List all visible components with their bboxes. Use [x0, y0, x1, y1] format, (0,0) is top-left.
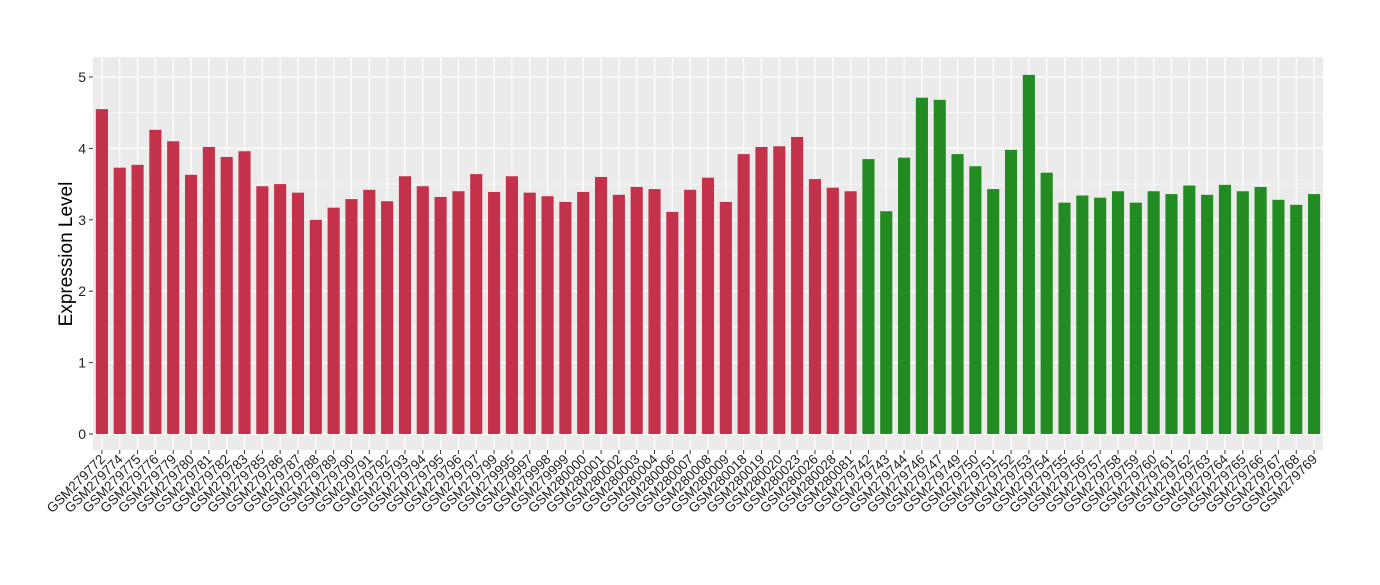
bar-GSM279793 — [398, 176, 412, 434]
y-axis-label: Expression Level — [56, 182, 77, 327]
bar-GSM279776 — [149, 129, 162, 434]
y-tick-label: 2 — [78, 283, 86, 299]
bar-GSM279762 — [1183, 185, 1196, 434]
bar-GSM279758 — [1111, 191, 1125, 434]
bar-GSM279763 — [1201, 194, 1214, 434]
bar-GSM280007 — [684, 189, 697, 434]
bar-GSM279796 — [452, 191, 465, 434]
bar-GSM279767 — [1272, 199, 1285, 434]
bar-GSM279785 — [256, 186, 269, 434]
bar-GSM279790 — [345, 199, 358, 434]
y-axis: 0 1 2 3 4 5 — [78, 69, 93, 442]
bar-GSM279752 — [1004, 149, 1018, 434]
bar-GSM280002 — [612, 194, 625, 434]
bar-GSM279789 — [327, 207, 340, 434]
bar-GSM280028 — [826, 187, 839, 434]
bar-GSM279791 — [363, 189, 376, 434]
bar-GSM279765 — [1236, 191, 1249, 434]
bar-GSM279997 — [523, 192, 536, 434]
bar-GSM279768 — [1290, 204, 1303, 434]
bar-GSM279750 — [969, 166, 982, 434]
bar-GSM279788 — [309, 219, 322, 434]
bar-GSM280006 — [666, 211, 679, 434]
bar-GSM279754 — [1040, 172, 1053, 434]
bar-GSM280018 — [737, 154, 750, 434]
bar-GSM280003 — [630, 186, 643, 434]
bar-GSM279787 — [291, 192, 305, 434]
bar-GSM279753 — [1022, 74, 1035, 434]
bar-GSM279744 — [898, 157, 911, 434]
bar-GSM279779 — [167, 141, 180, 434]
bar-GSM279742 — [862, 159, 875, 435]
bar-GSM279782 — [220, 156, 233, 434]
bar-GSM279747 — [933, 99, 946, 435]
y-tick-label: 5 — [78, 69, 86, 85]
bar-GSM279772 — [95, 109, 108, 434]
bar-GSM279780 — [184, 174, 198, 434]
bar-GSM279795 — [434, 196, 447, 434]
bar-GSM279794 — [416, 186, 429, 434]
bar-GSM279756 — [1076, 195, 1089, 434]
bar-GSM279764 — [1218, 184, 1232, 434]
bar-GSM279799 — [488, 191, 501, 434]
x-axis: GSM279772GSM279774GSM279775GSM279776GSM2… — [44, 450, 1320, 516]
bar-GSM279757 — [1094, 197, 1107, 434]
bar-GSM279998 — [541, 196, 554, 434]
bar-GSM280026 — [808, 179, 822, 434]
bar-GSM280000 — [577, 191, 590, 434]
y-tick-label: 4 — [78, 140, 86, 156]
bar-GSM280081 — [844, 191, 857, 434]
bar-GSM279760 — [1147, 191, 1160, 434]
bar-GSM280020 — [773, 146, 786, 434]
bar-GSM279781 — [202, 146, 215, 435]
bar-GSM279746 — [915, 97, 928, 435]
bar-GSM279797 — [470, 174, 483, 434]
bar-GSM279743 — [880, 211, 893, 434]
bar-GSM279774 — [113, 167, 126, 435]
bar-GSM280004 — [648, 189, 661, 434]
bar-GSM280008 — [701, 177, 715, 434]
y-tick-label: 1 — [78, 355, 86, 371]
bar-GSM279755 — [1058, 202, 1071, 434]
bar-GSM280001 — [594, 176, 608, 434]
bar-GSM279786 — [274, 184, 287, 434]
bar-GSM279751 — [987, 189, 1000, 434]
bar-GSM280019 — [755, 146, 768, 435]
bar-GSM279766 — [1254, 186, 1267, 434]
bar-GSM279749 — [951, 154, 964, 434]
bar-GSM279792 — [381, 201, 394, 434]
bar-GSM279783 — [238, 151, 251, 435]
bar-GSM279759 — [1129, 202, 1142, 434]
bar-GSM279769 — [1308, 194, 1321, 434]
bar-GSM279775 — [131, 164, 144, 434]
y-tick-label: 3 — [78, 212, 86, 228]
bar-GSM279761 — [1165, 194, 1178, 434]
bar-GSM279999 — [559, 201, 572, 434]
bars — [95, 74, 1321, 435]
bar-GSM280023 — [791, 136, 804, 434]
bar-GSM280009 — [719, 201, 732, 434]
y-tick-label: 0 — [78, 426, 86, 442]
bar-GSM279995 — [505, 176, 518, 434]
